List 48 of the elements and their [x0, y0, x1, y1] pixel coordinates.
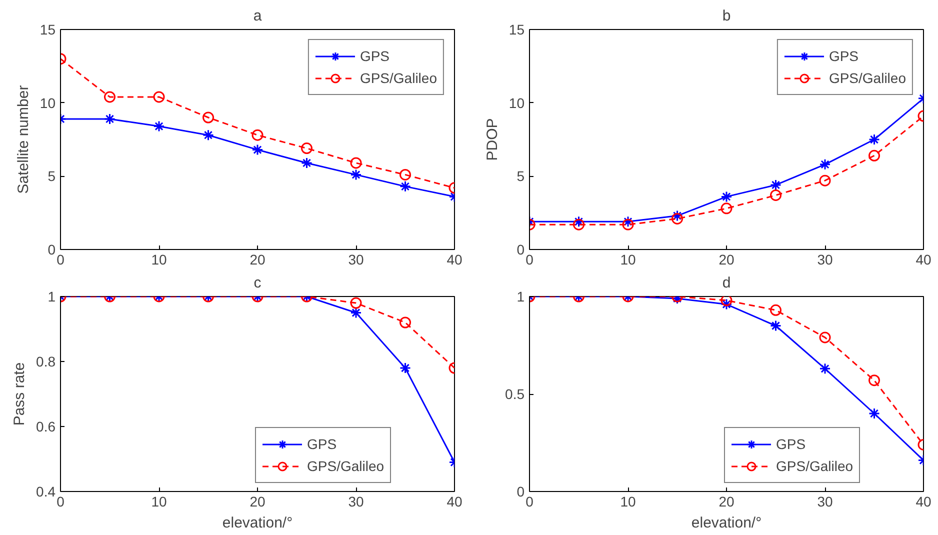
y-tick-label: 5 — [48, 168, 56, 184]
y-tick-label: 10 — [40, 94, 56, 111]
y-tick-label: 15 — [40, 22, 56, 38]
x-tick-label: 20 — [250, 252, 266, 268]
legend-label: GPS/Galileo — [828, 70, 906, 86]
legend-label: GPS/Galileo — [776, 458, 854, 474]
chart-title: d — [722, 274, 731, 292]
y-tick-label: 5 — [516, 168, 525, 184]
x-tick-label: 10 — [151, 252, 167, 268]
legend-label: GPS/Galileo — [307, 458, 384, 474]
x-axis-title: elevation/° — [222, 514, 293, 532]
y-tick-label: 0.6 — [36, 418, 56, 434]
y-tick-label: 0 — [48, 242, 56, 258]
y-tick-label: 0 — [516, 242, 525, 258]
legend-label: GPS — [307, 436, 337, 452]
y-axis-title: Satellite number — [14, 85, 32, 194]
x-tick-label: 20 — [718, 252, 734, 268]
y-tick-label: 0.5 — [505, 386, 525, 402]
y-tick-label: 15 — [508, 22, 525, 38]
y-axis-title: PDOP — [484, 118, 501, 161]
x-tick-label: 30 — [817, 494, 833, 510]
y-tick-label: 0 — [516, 484, 525, 500]
y-tick-label: 0.8 — [36, 354, 56, 370]
legend-label: GPS — [776, 436, 806, 452]
x-tick-label: 30 — [348, 494, 364, 510]
y-axis-title: Pass rate — [11, 362, 28, 426]
x-tick-label: 40 — [446, 252, 462, 268]
x-axis-title: elevation/° — [691, 514, 762, 532]
legend-label: GPS/Galileo — [360, 70, 437, 86]
x-tick-label: 10 — [151, 494, 167, 510]
x-tick-label: 10 — [620, 494, 636, 510]
chart-title: c — [254, 274, 262, 292]
x-tick-label: 30 — [348, 252, 364, 268]
x-tick-label: 30 — [817, 252, 833, 268]
x-tick-label: 20 — [718, 494, 734, 510]
legend-label: GPS — [828, 48, 859, 64]
legend-label: GPS — [360, 48, 390, 64]
chart-title: b — [722, 8, 731, 24]
x-tick-label: 10 — [620, 252, 636, 268]
x-tick-label: 20 — [250, 494, 266, 510]
chart-title: a — [253, 8, 262, 24]
y-tick-label: 1 — [48, 288, 56, 304]
x-tick-label: 40 — [916, 494, 932, 510]
y-tick-label: 1 — [516, 288, 525, 304]
y-tick-label: 10 — [508, 94, 525, 111]
x-tick-label: 40 — [916, 252, 932, 268]
y-tick-label: 0.4 — [36, 484, 56, 500]
x-tick-label: 40 — [446, 494, 462, 510]
